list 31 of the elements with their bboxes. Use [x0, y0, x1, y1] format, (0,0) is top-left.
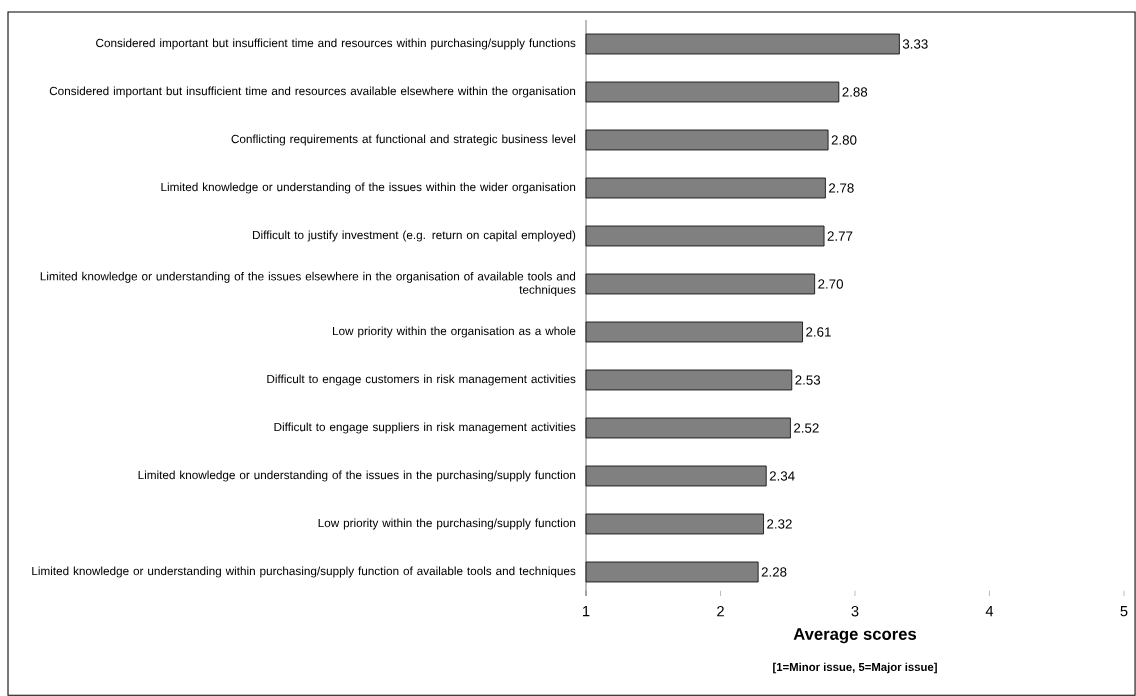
y-tick-label: Limited knowledge or understanding of the issues within the wider organisation: [161, 182, 576, 194]
x-tick-label: 1: [583, 606, 590, 617]
data-label: 2.53: [795, 375, 821, 385]
x-tick-label: 2: [717, 606, 724, 617]
y-tick-label: Difficult to justify investment (e.g. return on capital employed): [253, 230, 576, 242]
x-axis-title: Average scores: [793, 628, 917, 644]
data-label: 2.80: [831, 135, 857, 145]
data-label: 2.70: [818, 279, 844, 289]
data-label: 3.33: [902, 39, 928, 49]
data-label: 2.32: [767, 519, 792, 529]
data-label: 2.78: [829, 183, 854, 193]
data-label: 2.28: [761, 567, 787, 577]
y-tick-label: Difficult to engage customers in risk management activities: [267, 374, 576, 386]
data-label: 2.88: [842, 87, 868, 97]
x-tick-label: 4: [985, 606, 994, 617]
data-label: 2.34: [769, 471, 795, 481]
data-label: 2.61: [806, 327, 831, 337]
y-tick-label: Limited knowledge or understanding of the issues elsewhere in the organisation of available tools and techniques: [40, 271, 576, 297]
x-tick-label: 3: [851, 606, 859, 617]
y-tick-label: Low priority within the purchasing/supply function: [318, 518, 576, 530]
y-tick-label: Low priority within the organisation as a whole: [333, 326, 576, 338]
text: [1=Minor issue, 5=Major issue]: [773, 662, 937, 674]
y-tick-label: Conflicting requirements at functional and strategic business level: [231, 134, 576, 146]
data-label: 2.52: [794, 423, 819, 433]
y-tick-label: Considered important but insufficient time and resources within purchasing/supply functions: [96, 38, 576, 50]
data-label: 2.77: [827, 231, 853, 241]
x-tick-label: 5: [1120, 606, 1128, 617]
y-tick-label: Limited knowledge or understanding within purchasing/supply function of available tools and techniques: [32, 566, 576, 578]
y-tick-label: Difficult to engage suppliers in risk management activities: [274, 422, 576, 434]
y-tick-label: Considered important but insufficient time and resources available elsewhere within the organisation: [49, 86, 576, 98]
y-tick-label: Limited knowledge or understanding of the issues in the purchasing/supply function: [138, 470, 576, 482]
